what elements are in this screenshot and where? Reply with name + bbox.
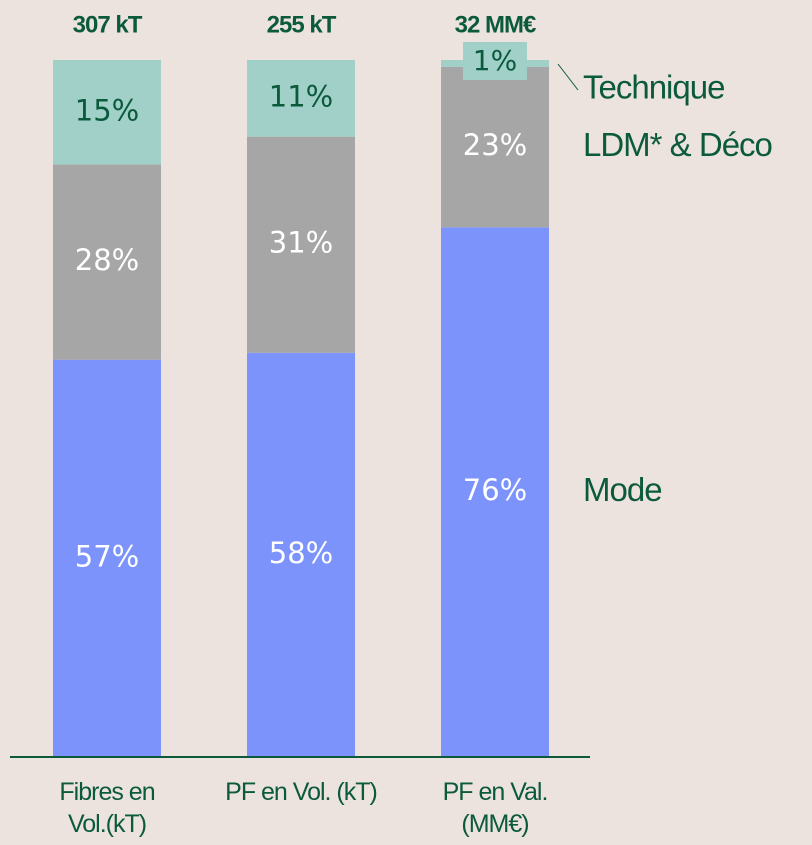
value-label: 15%	[75, 93, 139, 127]
label-box	[463, 42, 527, 80]
total-label: 255 kT	[267, 11, 337, 38]
value-label: 76%	[463, 473, 527, 507]
bar-segment	[53, 164, 161, 360]
bar-segment	[247, 136, 355, 353]
bar-segment	[53, 359, 161, 757]
value-label: 1%	[473, 44, 517, 77]
bar-segment	[441, 66, 549, 228]
total-label: 32 MM€	[455, 11, 536, 38]
category-label: Fibres en Vol.(kT)	[59, 778, 155, 838]
bar-segment	[247, 352, 355, 757]
bar-segment	[53, 60, 161, 165]
series-label: Mode	[583, 471, 662, 508]
bar-segment	[441, 227, 549, 757]
series-label: LDM* & Déco	[583, 126, 772, 163]
series-label: Technique	[583, 69, 724, 106]
category-label: PF en Val. (MM€)	[442, 778, 549, 838]
total-label: 307 kT	[73, 11, 143, 38]
bar-segment	[247, 60, 355, 137]
value-label: 57%	[75, 539, 139, 573]
value-label: 31%	[269, 226, 333, 260]
category-label: PF en Vol. (kT)	[225, 778, 378, 806]
value-label: 23%	[463, 128, 527, 162]
value-label: 28%	[75, 243, 139, 277]
value-label: 11%	[269, 79, 333, 113]
value-label: 58%	[269, 536, 333, 570]
leader-line	[557, 63, 579, 91]
